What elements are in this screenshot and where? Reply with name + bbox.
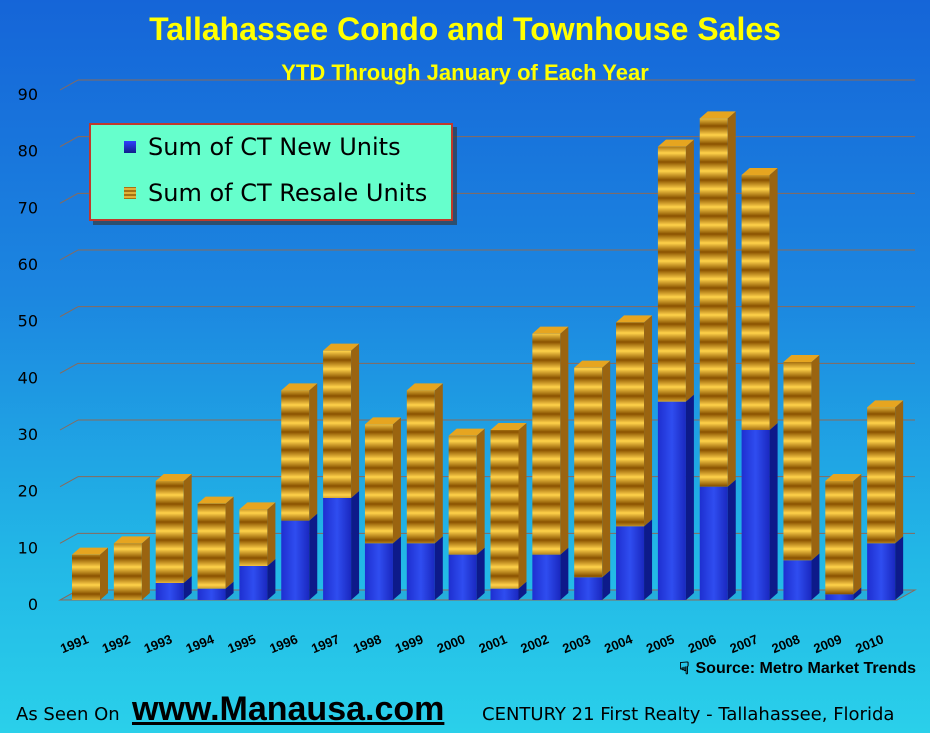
bar-new-units	[448, 547, 485, 600]
gridline-depth	[59, 476, 79, 488]
y-tick-label: 20	[18, 482, 38, 501]
bar-resale-units	[197, 496, 234, 589]
gridline-depth	[59, 192, 79, 204]
y-tick-label: 40	[18, 368, 38, 387]
x-tick-label: 1992	[100, 631, 132, 656]
bar-new-units	[699, 479, 736, 600]
x-tick-label: 2009	[811, 631, 843, 656]
legend-label-new: Sum of CT New Units	[148, 133, 401, 161]
x-tick-label: 2010	[853, 631, 885, 656]
hand-pointer-icon: ☟	[679, 659, 690, 678]
bar-resale-units	[155, 474, 192, 583]
x-tick-label: 2007	[728, 631, 760, 656]
y-tick-label: 10	[18, 538, 38, 557]
bar-new-units	[490, 581, 527, 600]
x-tick-label: 2002	[518, 631, 550, 656]
bar-resale-units	[532, 326, 569, 555]
x-tick-label: 2004	[602, 631, 635, 656]
source-note: ☟ Source: Metro Market Trends	[679, 659, 916, 679]
bar-new-units	[867, 536, 904, 600]
bar-resale-units	[406, 383, 443, 544]
bar-resale-units	[699, 111, 736, 487]
bar-new-units	[783, 553, 820, 600]
gridline-depth	[59, 136, 79, 148]
y-tick-label: 60	[18, 255, 38, 274]
bar-resale-units	[741, 168, 778, 430]
bar-resale-units	[281, 383, 318, 521]
bar-resale-units	[616, 315, 653, 527]
bar-resale-units	[448, 428, 485, 555]
x-tick-label: 1997	[309, 631, 341, 656]
source-text: Source: Metro Market Trends	[695, 660, 917, 677]
chart-subtitle: YTD Through January of Each Year	[281, 60, 649, 85]
y-tick-label: 30	[18, 425, 38, 444]
bar-new-units	[657, 394, 694, 600]
bar-new-units	[323, 491, 360, 600]
bar-new-units	[197, 581, 234, 600]
gridline-depth	[59, 532, 79, 544]
bar-resale-units	[72, 547, 108, 600]
chart-title: Tallahassee Condo and Townhouse Sales	[149, 11, 781, 47]
footer-website-link[interactable]: www.Manausa.com	[132, 690, 445, 728]
bar-new-units	[741, 423, 778, 600]
gridline-depth	[59, 362, 79, 374]
x-tick-label: 1996	[267, 631, 299, 656]
x-tick-label: 2005	[644, 631, 676, 656]
x-tick-label: 1993	[142, 631, 174, 656]
gridline-depth	[59, 79, 79, 91]
bar-resale-units	[657, 139, 694, 402]
bar-new-units	[155, 576, 192, 600]
bar-resale-units	[867, 400, 904, 544]
y-tick-label: 80	[18, 142, 38, 161]
x-tick-label: 1998	[351, 631, 383, 656]
legend-swatch-new	[124, 141, 136, 153]
bar-resale-units	[113, 536, 150, 600]
bar-new-units	[406, 536, 443, 600]
y-tick-label: 0	[28, 595, 38, 614]
legend-label-resale: Sum of CT Resale Units	[148, 179, 428, 207]
legend-item-resale: Sum of CT Resale Units	[124, 179, 427, 207]
gridline-depth	[59, 419, 79, 431]
x-tick-label: 1994	[184, 631, 217, 656]
bar-resale-units	[364, 417, 401, 544]
bar-resale-units	[825, 474, 862, 595]
x-tick-label: 2000	[435, 631, 467, 656]
bar-new-units	[281, 513, 318, 600]
legend-swatch-resale	[124, 187, 136, 199]
bar-new-units	[239, 559, 276, 600]
x-tick-label: 1995	[225, 631, 257, 656]
footer-agency: CENTURY 21 First Realty - Tallahassee, F…	[482, 704, 895, 725]
bar-new-units	[574, 570, 611, 600]
bar-resale-units	[783, 355, 820, 561]
y-tick-label: 90	[18, 85, 38, 104]
bar-resale-units	[323, 343, 360, 498]
bar-resale-units	[490, 423, 527, 589]
bar-resale-units	[574, 360, 611, 578]
bar-new-units	[825, 587, 862, 600]
x-tick-label: 2003	[560, 631, 592, 656]
y-tick-label: 70	[18, 198, 38, 217]
bar-new-units	[364, 536, 401, 600]
x-tick-label: 1991	[58, 631, 90, 656]
gridline-depth	[59, 306, 79, 318]
bar-new-units	[616, 519, 653, 600]
footer-prefix: As Seen On	[16, 704, 120, 725]
footer: As Seen On www.Manausa.com CENTURY 21 Fi…	[0, 690, 930, 733]
bar-resale-units	[239, 502, 276, 566]
x-tick-label: 2006	[686, 631, 718, 656]
chart-plot: 0 10 20 30 40 50 60 70 80 90 1991 1992 1993 1994 1995…	[18, 11, 917, 656]
legend-item-new: Sum of CT New Units	[124, 133, 401, 161]
x-tick-label: 1999	[393, 631, 425, 656]
bar-new-units	[532, 547, 569, 600]
gridline-depth	[59, 249, 79, 261]
y-tick-label: 50	[18, 312, 38, 331]
chart-legend: Sum of CT New Units Sum of CT Resale Uni…	[89, 123, 453, 221]
x-tick-label: 2001	[477, 631, 509, 656]
x-tick-label: 2008	[770, 631, 802, 656]
